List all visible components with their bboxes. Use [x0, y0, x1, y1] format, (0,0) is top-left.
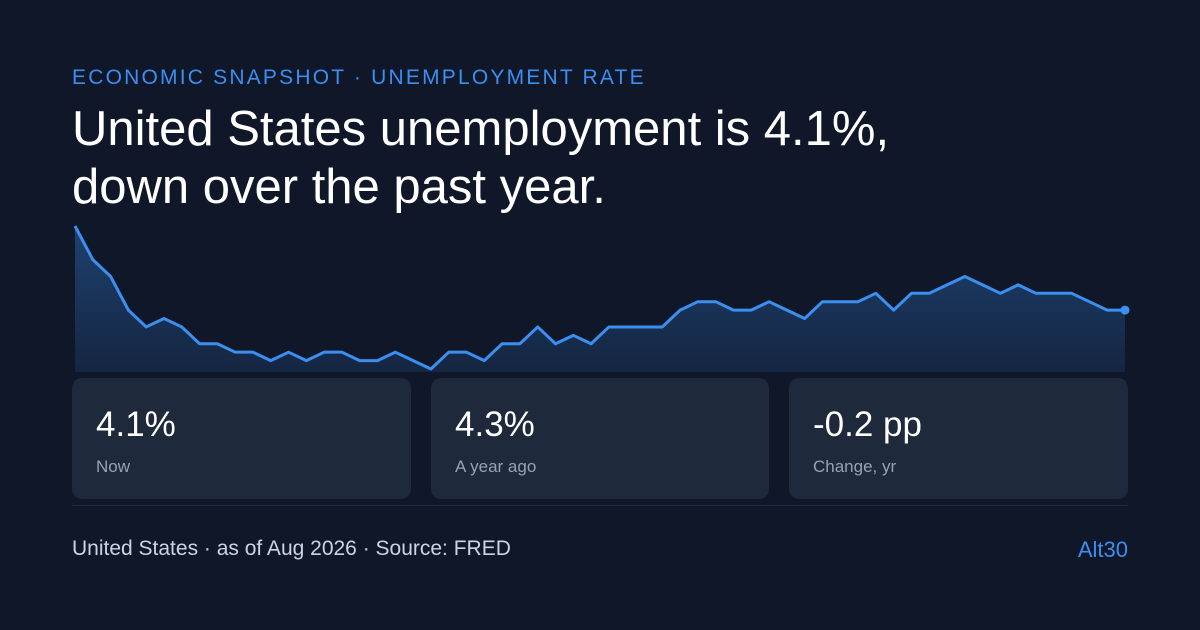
headline-line: United States unemployment is 4.1%, [72, 102, 890, 156]
area [75, 226, 1125, 372]
stat-value: 4.3% [455, 405, 535, 444]
line [73, 225, 1125, 371]
stat-label: Change, yr [813, 457, 897, 476]
last-point [1120, 305, 1130, 315]
stat-value: -0.2 pp [813, 405, 922, 444]
headline: United States unemployment is 4.1%, down… [72, 100, 889, 216]
stat-label: Now [96, 457, 131, 476]
stat-label: A year ago [455, 457, 537, 476]
eyebrow: ECONOMIC SNAPSHOT · UNEMPLOYMENT RATE [72, 66, 646, 89]
brand: Alt30 [1077, 537, 1128, 562]
sparkline-chart [73, 225, 1130, 372]
headline-line: down over the past year. [72, 160, 606, 214]
stat-card: 4.3% A year ago [431, 378, 769, 499]
stat-value: 4.1% [96, 405, 176, 444]
stat-card: -0.2 pp Change, yr [789, 378, 1128, 499]
stat-card: 4.1% Now [72, 378, 411, 499]
footer-source: United States · as of Aug 2026 · Source:… [72, 537, 511, 560]
divider [72, 505, 1128, 506]
